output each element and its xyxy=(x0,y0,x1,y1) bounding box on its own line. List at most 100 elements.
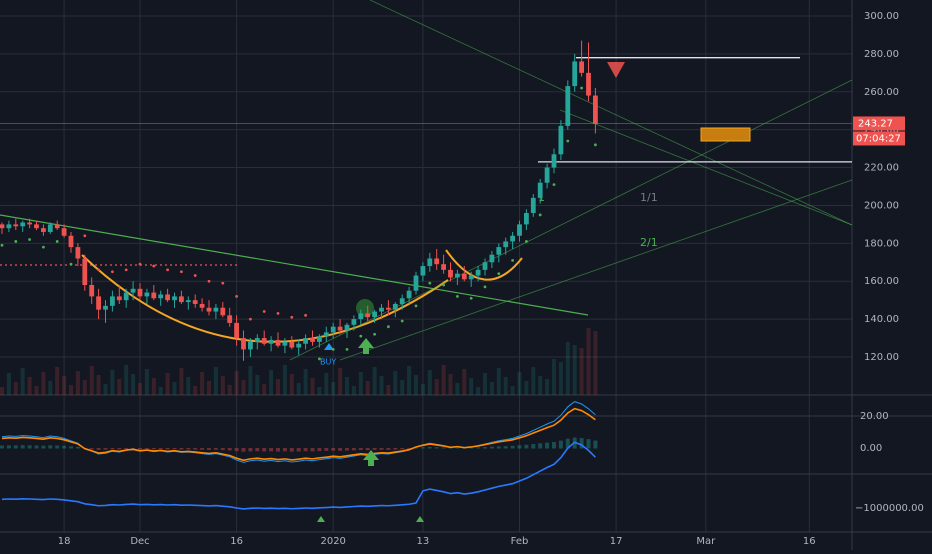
macd-histogram-bar xyxy=(586,439,591,449)
macd-histogram-bar xyxy=(55,445,60,449)
price-tick-label: 220.00 xyxy=(864,163,899,174)
candle-body xyxy=(310,338,315,342)
candle-body xyxy=(379,307,384,312)
volume-bar xyxy=(545,379,550,395)
sar-dot xyxy=(304,313,307,317)
volume-bar xyxy=(338,368,343,395)
macd-histogram-bar xyxy=(144,448,149,450)
candle-body xyxy=(579,61,584,73)
macd-histogram-bar xyxy=(289,448,294,452)
candle-body xyxy=(510,235,515,242)
macd-histogram-bar xyxy=(593,440,598,449)
volume-bar xyxy=(75,371,80,395)
macd-histogram-bar xyxy=(269,448,274,452)
candle-body xyxy=(41,228,46,232)
candle-body xyxy=(199,303,205,308)
candle-body xyxy=(130,288,136,293)
macd-histogram-bar xyxy=(110,448,115,450)
annotation-signal: BUY xyxy=(320,358,336,367)
price-tick-label: 300.00 xyxy=(864,11,899,22)
macd-histogram-bar xyxy=(524,444,529,449)
macd-histogram-bar xyxy=(179,448,184,450)
buy-signal-icon xyxy=(324,343,334,350)
volume-bar xyxy=(455,383,460,395)
volume-bar xyxy=(496,368,501,395)
sar-dot xyxy=(83,234,87,238)
candle-body xyxy=(544,167,550,183)
macd-histogram-bar xyxy=(13,445,18,449)
volume-bar xyxy=(393,371,398,395)
candle-body xyxy=(96,296,101,310)
obv-tick-label: −1000000.00 xyxy=(855,503,924,514)
volume-bar xyxy=(255,375,260,395)
macd-histogram-bar xyxy=(20,445,25,449)
candle-body xyxy=(420,266,426,276)
macd-histogram-bar xyxy=(131,448,136,449)
candle-body xyxy=(116,296,122,301)
volume-bar xyxy=(41,372,46,395)
sar-dot xyxy=(359,334,363,338)
candle-body xyxy=(434,258,440,265)
candle-body xyxy=(227,315,233,323)
candle-body xyxy=(192,300,198,304)
sar-dot xyxy=(345,348,349,351)
macd-histogram-bar xyxy=(455,447,460,449)
macd-buy-arrow-icon xyxy=(363,450,379,466)
macd-histogram-bar xyxy=(0,445,4,449)
price-tick-label: 120.00 xyxy=(864,352,899,363)
last-price-label: 243.27 xyxy=(858,118,893,129)
candle-body xyxy=(496,247,502,255)
macd-histogram-bar xyxy=(400,448,405,450)
candle-body xyxy=(593,95,598,124)
sar-dot xyxy=(497,272,501,276)
candle-body xyxy=(461,273,467,280)
volume-bar xyxy=(20,368,25,395)
candle-body xyxy=(213,307,219,312)
macd-histogram-bar xyxy=(207,448,211,450)
countdown-label: 07:04:27 xyxy=(856,133,901,144)
sar-dot xyxy=(207,279,211,283)
candle-body xyxy=(123,292,129,301)
macd-histogram-bar xyxy=(407,448,412,449)
candle-body xyxy=(441,264,446,270)
time-tick-label: 17 xyxy=(610,536,623,547)
time-tick-label: 16 xyxy=(803,536,816,547)
volume-bar xyxy=(248,366,253,395)
sar-dot xyxy=(580,86,583,90)
macd-histogram-bar xyxy=(213,448,218,450)
macd-histogram-bar xyxy=(158,448,163,450)
macd-histogram-bar xyxy=(296,448,301,452)
volume-bar xyxy=(469,378,474,395)
macd-histogram-bar xyxy=(89,448,94,450)
volume-bar xyxy=(0,387,4,395)
candle-body xyxy=(234,322,239,339)
macd-histogram-bar xyxy=(69,446,73,449)
volume-bar xyxy=(117,379,122,395)
macd-histogram-bar xyxy=(117,448,122,450)
time-tick-label: 16 xyxy=(230,536,243,547)
macd-histogram-bar xyxy=(303,448,308,452)
volume-bar xyxy=(241,380,246,395)
candle-body xyxy=(47,224,53,232)
candle-body xyxy=(386,307,391,310)
candle-body xyxy=(413,275,419,291)
candle-body xyxy=(468,275,474,280)
price-tick-label: 260.00 xyxy=(864,87,899,98)
candle-body xyxy=(503,241,509,248)
time-tick-label: Dec xyxy=(130,536,149,547)
candle-body xyxy=(551,154,557,168)
macd-histogram-bar xyxy=(241,448,246,452)
macd-histogram-bar xyxy=(282,448,287,452)
macd-histogram-bar xyxy=(565,438,570,449)
gann-fan-line xyxy=(369,0,853,226)
candle-body xyxy=(344,324,350,331)
volume-bar xyxy=(517,372,522,395)
macd-histogram-bar xyxy=(6,445,11,449)
volume-bar xyxy=(565,342,570,395)
candle-body xyxy=(530,197,536,214)
candle-body xyxy=(82,258,88,286)
volume-bar xyxy=(331,382,336,395)
price-tick-label: 180.00 xyxy=(864,238,899,249)
